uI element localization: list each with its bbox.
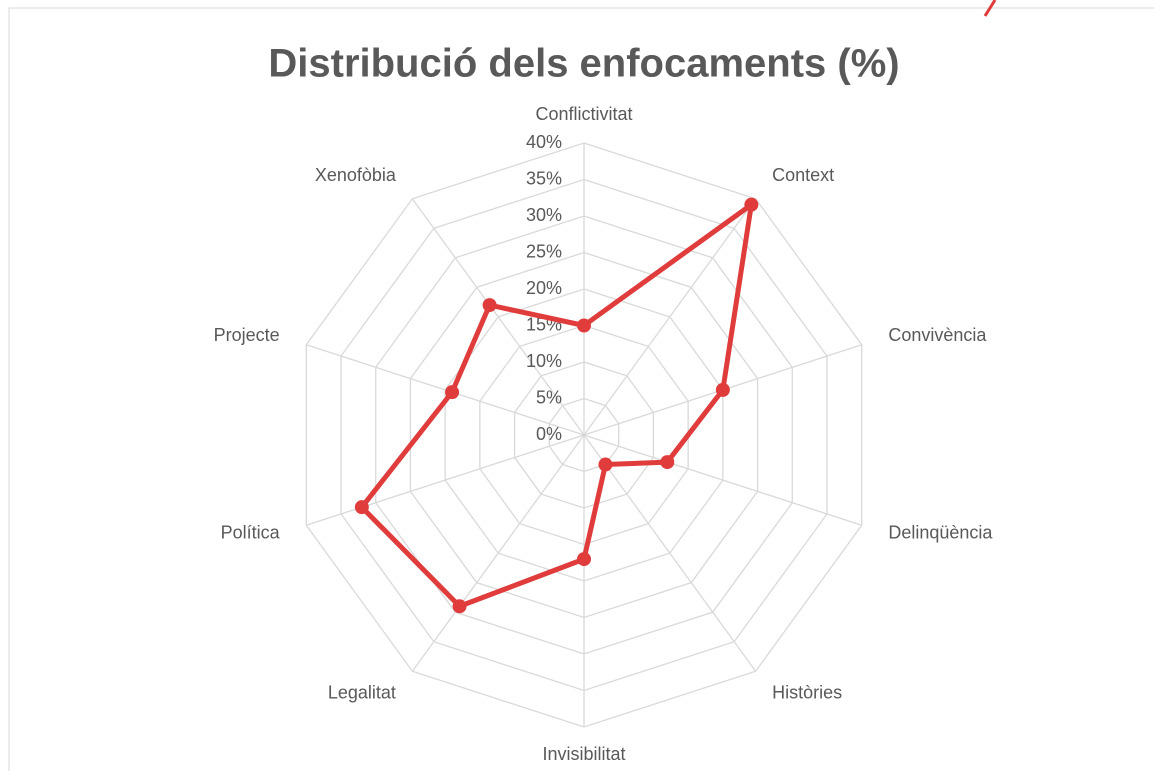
data-point: [715, 382, 730, 397]
data-point: [354, 500, 369, 515]
data-point: [660, 455, 675, 470]
category-label: Històries: [772, 683, 842, 703]
data-point: [577, 318, 591, 333]
tick-label: 5%: [536, 387, 562, 407]
category-label: Conflictivitat: [535, 104, 632, 124]
category-label: Delinqüència: [888, 523, 993, 543]
data-point: [452, 599, 467, 614]
spoke: [583, 434, 757, 672]
chart-title: Distribució dels enfocaments (%): [268, 42, 899, 86]
category-label: Política: [221, 523, 281, 543]
data-point: [577, 552, 591, 567]
tick-label: 30%: [526, 205, 562, 225]
corner-decoration: [983, 0, 997, 17]
data-point: [482, 298, 497, 313]
spoke: [306, 344, 585, 436]
spoke: [583, 198, 757, 436]
category-label: Invisibilitat: [542, 744, 625, 764]
spoke: [411, 198, 585, 436]
category-label: Legalitat: [328, 683, 396, 703]
category-label: Convivència: [888, 325, 987, 345]
data-point: [445, 385, 460, 400]
spoke: [306, 434, 585, 526]
category-label: Xenofòbia: [315, 165, 397, 185]
data-point: [744, 197, 759, 212]
category-label: Projecte: [214, 325, 280, 345]
spoke: [583, 434, 862, 526]
tick-label: 10%: [526, 351, 562, 371]
tick-label: 35%: [526, 168, 562, 188]
spoke: [411, 434, 585, 672]
tick-label: 20%: [526, 278, 562, 298]
category-label: Context: [772, 165, 834, 185]
tick-label: 25%: [526, 241, 562, 261]
data-point: [598, 457, 613, 472]
tick-label: 0%: [536, 424, 562, 444]
chart-border: [8, 7, 1154, 771]
tick-label: 40%: [526, 132, 562, 152]
